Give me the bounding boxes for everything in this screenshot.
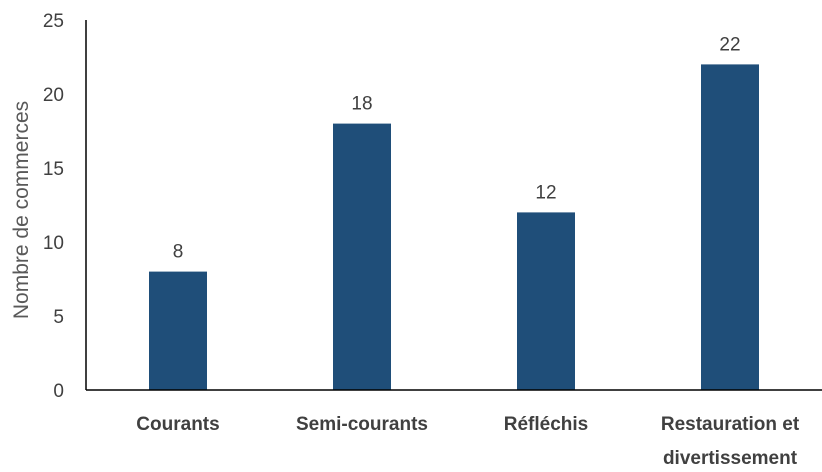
axes-layer [85,20,822,391]
y-tick-labels: 0 5 10 15 20 25 [43,11,64,402]
category-labels: Courants Semi-courants Réfléchis Restaurati… [136,414,800,469]
y-tick-label: 5 [53,307,64,328]
y-tick-label: 0 [53,381,64,402]
data-label: 18 [351,94,372,115]
y-tick-label: 20 [43,85,64,106]
y-axis-title: Nombre de commerces [10,101,33,319]
y-tick-label: 25 [43,11,64,32]
labels-layer: 8 18 12 22 [173,34,741,262]
bar [333,123,391,390]
category-label: divertissement [663,448,798,467]
category-label: Réfléchis [504,414,588,435]
data-label: 8 [173,242,184,263]
y-tick-label: 15 [43,159,64,180]
category-label: Restauration et [661,414,800,435]
category-label: Semi-courants [296,414,428,435]
bar [701,64,759,391]
data-label: 12 [535,182,556,203]
category-label: Courants [136,414,219,435]
data-label: 22 [719,34,740,55]
bars-layer [149,64,759,391]
y-tick-label: 10 [43,233,64,254]
bar [149,271,207,390]
bar [517,212,575,390]
